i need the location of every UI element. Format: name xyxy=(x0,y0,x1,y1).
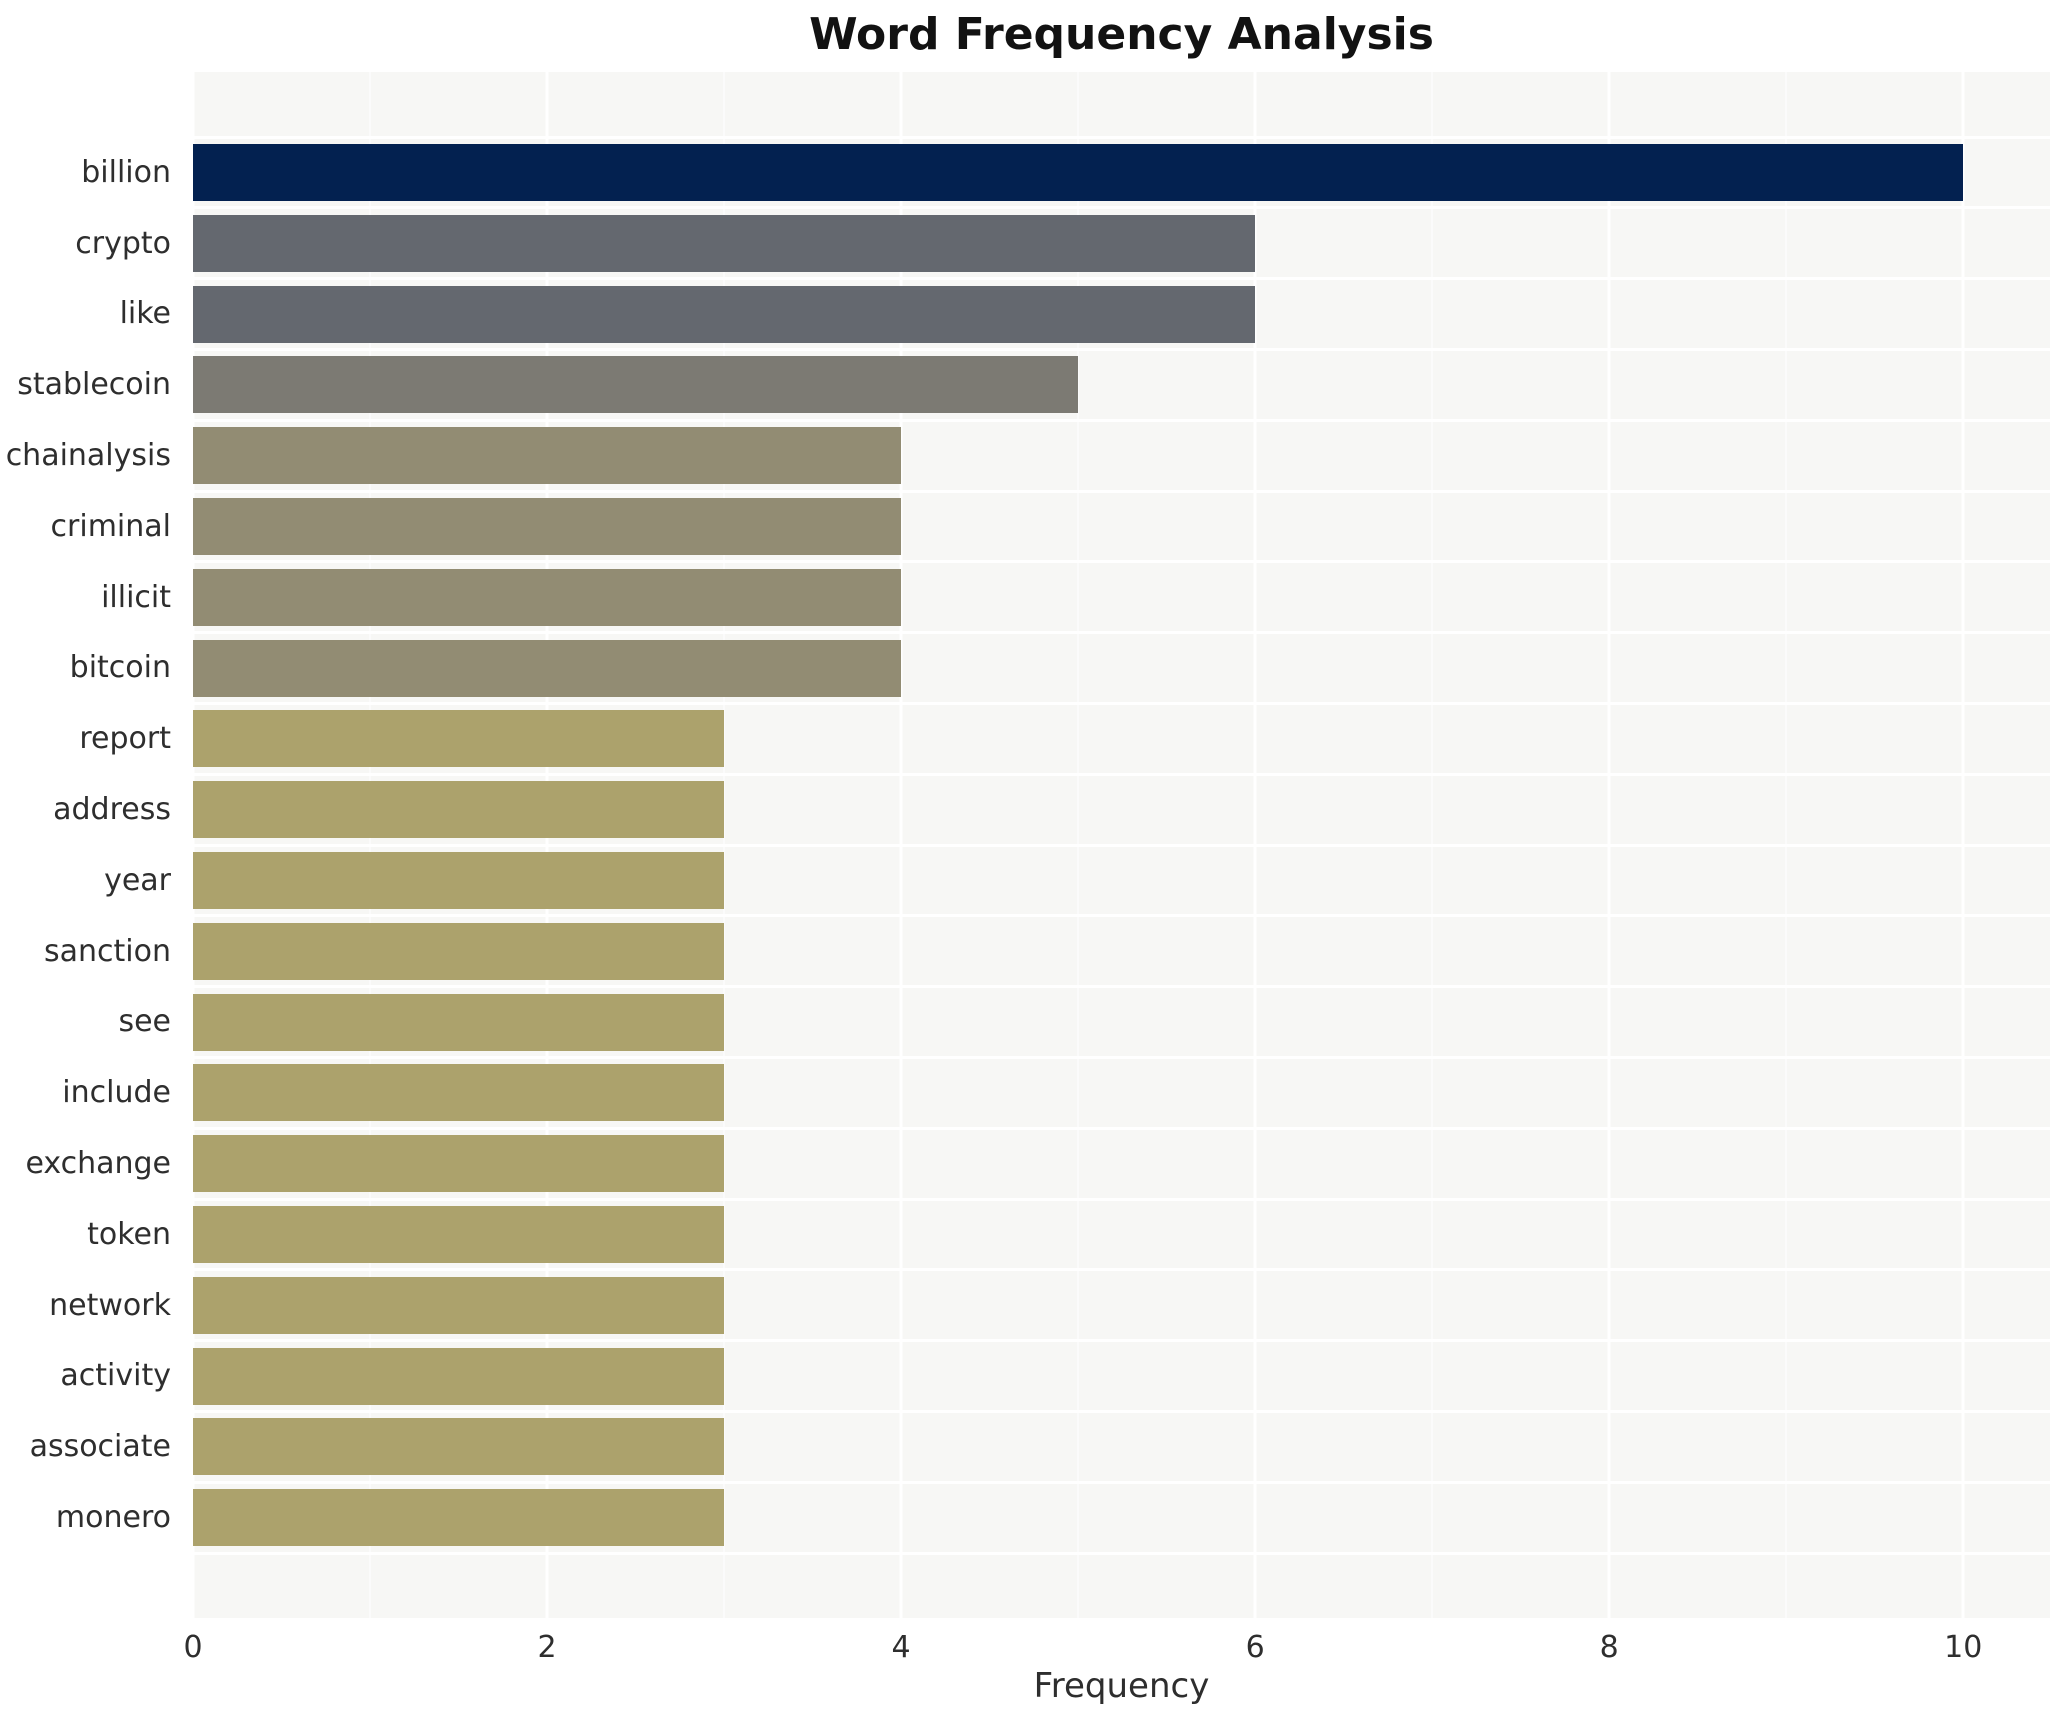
bar-see xyxy=(193,993,725,1051)
x-tick-label-4: 4 xyxy=(891,1630,911,1665)
bar-bitcoin xyxy=(193,639,902,697)
x-axis-label: Frequency xyxy=(1033,1666,1210,1706)
x-tick-label-10: 10 xyxy=(1944,1630,1983,1665)
row-separator xyxy=(193,914,2050,918)
y-tick-label-year: year xyxy=(104,862,171,898)
row-separator xyxy=(193,560,2050,564)
row-separator xyxy=(193,1409,2050,1413)
bar-monero xyxy=(193,1489,725,1547)
y-tick-label-stablecoin: stablecoin xyxy=(17,367,171,403)
y-tick-label-bitcoin: bitcoin xyxy=(69,650,171,686)
bar-sanction xyxy=(193,922,725,980)
y-tick-label-sanction: sanction xyxy=(44,933,171,969)
row-separator xyxy=(193,1551,2050,1555)
row-separator xyxy=(193,277,2050,281)
row-separator xyxy=(193,1126,2050,1130)
bar-criminal xyxy=(193,497,902,555)
row-separator xyxy=(193,1480,2050,1484)
x-tick-label-0: 0 xyxy=(183,1630,203,1665)
y-tick-label-include: include xyxy=(62,1075,171,1111)
x-tick-label-6: 6 xyxy=(1245,1630,1265,1665)
y-tick-label-illicit: illicit xyxy=(101,579,171,615)
bar-token xyxy=(193,1205,725,1263)
y-tick-label-chainalysis: chainalysis xyxy=(5,438,171,474)
row-separator xyxy=(193,1268,2050,1272)
y-axis-labels: billion crypto like stablecoin chainalysis cr… xyxy=(0,137,181,1553)
row-separator xyxy=(193,843,2050,847)
row-separator xyxy=(193,1055,2050,1059)
bar-chainalysis xyxy=(193,427,902,485)
row-separator xyxy=(193,135,2050,139)
bar-billion xyxy=(193,143,1964,201)
x-tick-label-2: 2 xyxy=(537,1630,557,1665)
x-tick-label-8: 8 xyxy=(1599,1630,1619,1665)
y-tick-label-criminal: criminal xyxy=(50,508,171,544)
bar-like xyxy=(193,285,1256,343)
chart-title: Word Frequency Analysis xyxy=(809,9,1434,60)
bar-address xyxy=(193,781,725,839)
y-tick-label-monero: monero xyxy=(55,1500,171,1536)
row-separator xyxy=(193,347,2050,351)
row-separator xyxy=(193,772,2050,776)
row-separator xyxy=(193,206,2050,210)
bar-include xyxy=(193,1064,725,1122)
row-separator xyxy=(193,489,2050,493)
row-separator xyxy=(193,418,2050,422)
y-tick-label-see: see xyxy=(118,1004,171,1040)
bar-report xyxy=(193,710,725,768)
y-tick-label-token: token xyxy=(87,1216,171,1252)
bar-network xyxy=(193,1276,725,1334)
bar-year xyxy=(193,851,725,909)
row-separator xyxy=(193,701,2050,705)
y-tick-label-billion: billion xyxy=(81,154,171,190)
row-separator xyxy=(193,1197,2050,1201)
plot-area xyxy=(191,72,2050,1618)
y-tick-label-network: network xyxy=(49,1287,171,1323)
bar-activity xyxy=(193,1347,725,1405)
row-separator xyxy=(193,631,2050,635)
bar-illicit xyxy=(193,568,902,626)
bar-stablecoin xyxy=(193,356,1079,414)
y-tick-label-crypto: crypto xyxy=(75,225,171,261)
row-separator xyxy=(193,1339,2050,1343)
row-separator xyxy=(193,985,2050,989)
y-tick-label-exchange: exchange xyxy=(25,1146,171,1182)
y-tick-label-associate: associate xyxy=(29,1429,171,1465)
bar-crypto xyxy=(193,214,1256,272)
bar-exchange xyxy=(193,1135,725,1193)
y-tick-label-report: report xyxy=(79,721,171,757)
y-tick-label-like: like xyxy=(119,296,171,332)
bar-associate xyxy=(193,1418,725,1476)
y-tick-label-activity: activity xyxy=(60,1358,171,1394)
y-tick-label-address: address xyxy=(53,792,171,828)
